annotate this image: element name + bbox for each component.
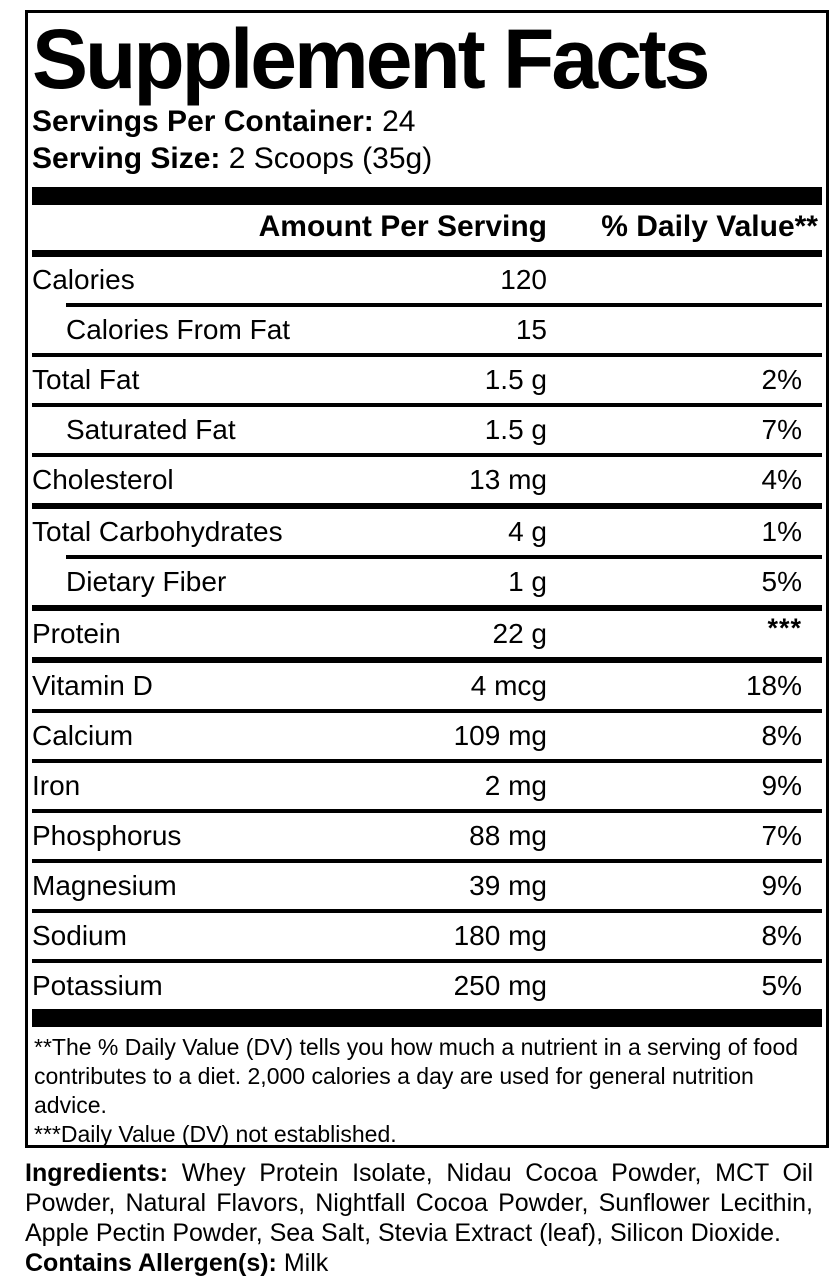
nutrient-amount: 4 g — [508, 515, 547, 547]
nutrient-daily-value: 1% — [761, 515, 802, 547]
dv-not-established-footnote: ***Daily Value (DV) not established. — [34, 1120, 397, 1147]
nutrient-amount: 109 mg — [453, 719, 547, 751]
nutrient-amount: 4 mcg — [470, 669, 547, 701]
nutrient-name: Vitamin D — [32, 669, 153, 701]
nutrient-daily-value: 8% — [761, 919, 802, 951]
ingredients-label: Ingredients: — [25, 1159, 169, 1187]
nutrient-amount: 1 g — [508, 565, 547, 597]
nutrient-row: Saturated Fat 1.5 g 7% — [32, 407, 822, 453]
row-separator — [32, 352, 822, 357]
allergens-line: Contains Allergen(s): Milk — [25, 1248, 813, 1278]
nutrient-name: Iron — [32, 769, 81, 801]
ingredients-line: Ingredients: Whey Protein Isolate, Nidau… — [25, 1158, 813, 1248]
table-header: Amount Per Serving % Daily Value** — [32, 205, 822, 250]
row-separator — [66, 554, 822, 559]
nutrient-daily-value: 5% — [761, 565, 802, 597]
row-separator — [32, 656, 822, 663]
nutrient-name: Cholesterol — [32, 463, 174, 495]
page-title: Supplement Facts — [32, 12, 710, 106]
divider-bar-top — [32, 186, 822, 205]
allergens-value: Milk — [283, 1249, 329, 1277]
nutrient-name: Protein — [32, 617, 121, 649]
nutrient-daily-value: 9% — [761, 869, 802, 901]
nutrient-name: Dietary Fiber — [66, 565, 227, 597]
nutrient-amount: 1.5 g — [484, 413, 547, 445]
nutrient-amount: 39 mg — [469, 869, 547, 901]
facts-box: Supplement Facts Servings Per Container:… — [25, 10, 829, 1148]
nutrient-name: Phosphorus — [32, 819, 182, 851]
daily-value-footnote: **The % Daily Value (DV) tells you how m… — [34, 1033, 799, 1118]
row-separator — [32, 908, 822, 913]
nutrient-amount: 1.5 g — [484, 363, 547, 395]
nutrient-daily-value: *** — [767, 612, 802, 643]
row-separator — [32, 858, 822, 863]
nutrient-amount: 15 — [515, 313, 547, 345]
row-separator — [32, 808, 822, 813]
nutrient-daily-value: 7% — [761, 413, 802, 445]
row-separator — [32, 502, 822, 509]
nutrient-row: Potassium 250 mg 5% — [32, 963, 822, 1009]
row-separator — [32, 958, 822, 963]
allergens-label: Contains Allergen(s): — [25, 1249, 277, 1277]
amount-per-serving-header: Amount Per Serving — [258, 210, 547, 244]
serving-size: Serving Size: 2 Scoops (35g) — [32, 140, 822, 177]
nutrient-amount: 2 mg — [484, 769, 547, 801]
nutrient-name: Potassium — [32, 969, 163, 1001]
serving-size-value: 2 Scoops (35g) — [228, 141, 433, 175]
nutrient-daily-value: 7% — [761, 819, 802, 851]
nutrient-amount: 22 g — [492, 617, 548, 649]
row-separator — [32, 758, 822, 763]
servings-per-container-label: Servings Per Container: — [32, 104, 374, 138]
nutrient-name: Magnesium — [32, 869, 177, 901]
row-separator — [32, 708, 822, 713]
row-separator — [32, 402, 822, 407]
nutrient-name: Saturated Fat — [66, 413, 236, 445]
nutrient-name: Total Fat — [32, 363, 140, 395]
nutrient-row: Cholesterol 13 mg 4% — [32, 457, 822, 503]
nutrient-name: Calcium — [32, 719, 134, 751]
nutrient-amount: 180 mg — [453, 919, 547, 951]
nutrient-name: Total Carbohydrates — [32, 515, 283, 547]
nutrient-row: Calcium 109 mg 8% — [32, 713, 822, 759]
nutrient-name: Sodium — [32, 919, 127, 951]
daily-value-header: % Daily Value** — [601, 210, 818, 244]
row-separator — [32, 452, 822, 457]
nutrient-daily-value: 8% — [761, 719, 802, 751]
nutrient-row: Calories From Fat 15 — [32, 307, 822, 353]
ingredients-section: Ingredients: Whey Protein Isolate, Nidau… — [25, 1158, 813, 1278]
nutrient-row: Total Fat 1.5 g 2% — [32, 357, 822, 403]
nutrient-amount: 120 — [500, 263, 547, 295]
nutrient-daily-value: 9% — [761, 769, 802, 801]
nutrient-daily-value: 2% — [761, 363, 802, 395]
nutrient-name: Calories — [32, 263, 135, 295]
header-rule — [32, 249, 822, 257]
row-separator — [66, 302, 822, 307]
nutrient-row: Calories 120 — [32, 257, 822, 303]
nutrient-row: Total Carbohydrates 4 g 1% — [32, 509, 822, 555]
serving-size-label: Serving Size: — [32, 141, 221, 175]
divider-bar-bottom — [32, 1008, 822, 1027]
servings-per-container: Servings Per Container: 24 — [32, 103, 822, 140]
nutrient-row: Phosphorus 88 mg 7% — [32, 813, 822, 859]
servings-per-container-value: 24 — [382, 104, 416, 138]
nutrient-amount: 13 mg — [469, 463, 547, 495]
nutrient-name: Calories From Fat — [66, 313, 291, 345]
nutrient-row: Protein 22 g *** — [32, 611, 822, 657]
ingredients-text: Whey Protein Isolate, Nidau Cocoa Powder… — [25, 1159, 813, 1247]
nutrient-amount: 250 mg — [453, 969, 547, 1001]
footnotes: **The % Daily Value (DV) tells you how m… — [32, 1027, 822, 1149]
nutrient-table: Calories 120 Calories From Fat 15 Total Fat 1… — [32, 257, 822, 1009]
nutrient-daily-value: 5% — [761, 969, 802, 1001]
row-separator — [32, 604, 822, 611]
nutrient-amount: 88 mg — [469, 819, 547, 851]
nutrient-row: Vitamin D 4 mcg 18% — [32, 663, 822, 709]
nutrient-daily-value: 4% — [761, 463, 802, 495]
nutrient-row: Magnesium 39 mg 9% — [32, 863, 822, 909]
nutrient-row: Sodium 180 mg 8% — [32, 913, 822, 959]
nutrient-row: Dietary Fiber 1 g 5% — [32, 559, 822, 605]
nutrient-daily-value: 18% — [745, 669, 802, 701]
nutrient-row: Iron 2 mg 9% — [32, 763, 822, 809]
